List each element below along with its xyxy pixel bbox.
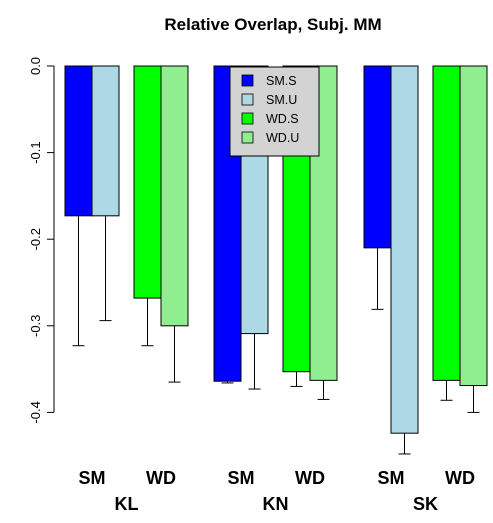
y-axis: 0.0 -0.1 -0.2 -0.3 -0.4 (28, 57, 55, 424)
bar-sk-sm-u (390, 65, 419, 434)
y-tick-label: 0.0 (28, 57, 43, 75)
group-label: KL (115, 494, 139, 514)
legend-label: SM.S (266, 74, 297, 88)
pair-label: WD (146, 468, 176, 488)
pair-label: WD (445, 468, 475, 488)
y-tick-label: -0.4 (28, 401, 43, 423)
bar-kl-wd-u (160, 65, 189, 327)
y-tick-label: -0.2 (28, 228, 43, 250)
legend-swatch (241, 131, 254, 144)
pair-label: SM (79, 468, 106, 488)
pair-label: SM (378, 468, 405, 488)
bar-sk-sm-s (363, 65, 392, 249)
legend: SM.S SM.U WD.S WD.U (229, 66, 320, 157)
legend-label: SM.U (266, 93, 297, 107)
group-label: SK (413, 494, 438, 514)
group-label: KN (263, 494, 289, 514)
bar-sk-wd-s (432, 65, 461, 381)
y-tick-label: -0.3 (28, 315, 43, 337)
x-labels: SM WD KL SM WD KN SM WD SK (79, 468, 476, 514)
legend-swatch (241, 74, 254, 87)
bar-kl-sm-u (91, 65, 120, 217)
legend-swatch (241, 93, 254, 106)
chart-title: Relative Overlap, Subj. MM (164, 15, 381, 34)
bar-kl-sm-s (64, 65, 93, 217)
pair-label: SM (228, 468, 255, 488)
legend-label: WD.U (266, 131, 299, 145)
legend-label: WD.S (266, 112, 299, 126)
y-tick-label: -0.1 (28, 141, 43, 163)
pair-label: WD (295, 468, 325, 488)
bar-sk-wd-u (459, 65, 488, 387)
legend-swatch (241, 112, 254, 125)
bar-kl-wd-s (133, 65, 162, 299)
